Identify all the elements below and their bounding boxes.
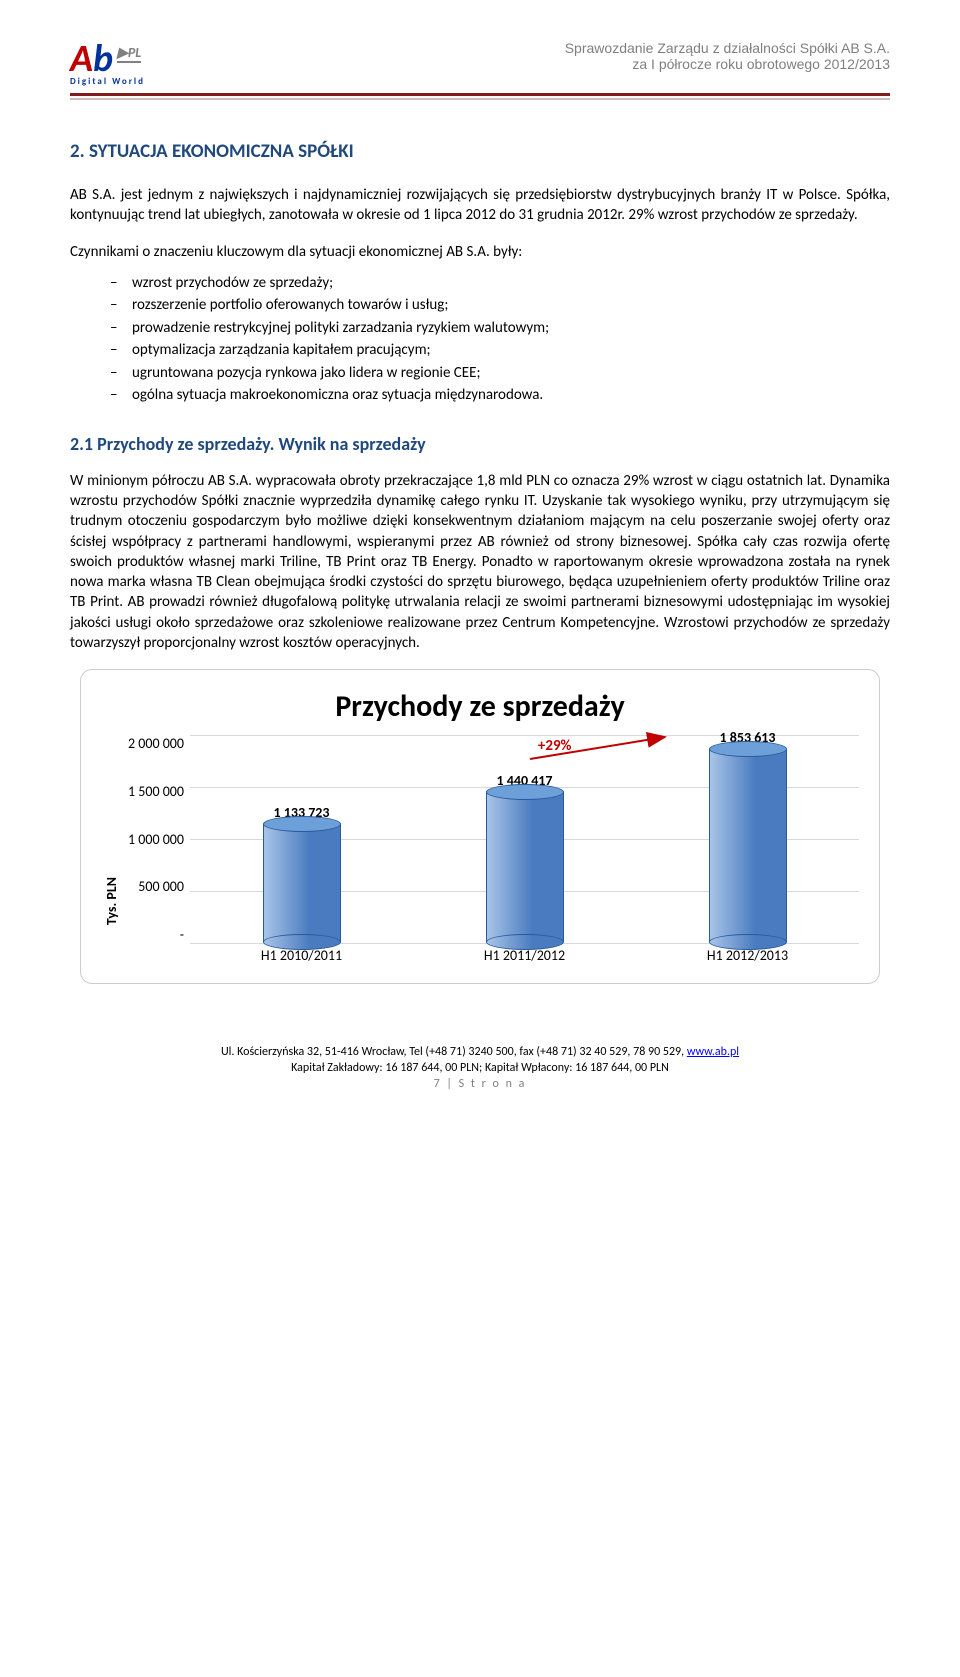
page-header: A b ▶PL Digital World Sprawozdanie Zarzą…	[70, 40, 890, 87]
header-title-line2: za I półrocze roku obrotowego 2012/2013	[565, 56, 890, 72]
chart-arrow-icon	[525, 729, 675, 769]
logo-letter-b: b	[93, 40, 113, 78]
bullet-item: optymalizacja zarządzania kapitałem prac…	[110, 339, 890, 362]
paragraph-1: AB S.A. jest jednym z największych i naj…	[70, 185, 890, 226]
paragraph-2-lead: Czynnikami o znaczeniu kluczowym dla syt…	[70, 242, 890, 262]
bullet-list: wzrost przychodów ze sprzedaży; rozszerz…	[110, 272, 890, 407]
y-tick: 1 000 000	[128, 831, 184, 848]
x-tick: H1 2010/2011	[218, 947, 385, 964]
y-tick: 2 000 000	[128, 735, 184, 752]
bullet-item: prowadzenie restrykcyjnej polityki zarza…	[110, 317, 890, 340]
logo-tagline: Digital World	[70, 76, 145, 87]
logo: A b ▶PL Digital World	[70, 40, 145, 87]
revenue-chart: Przychody ze sprzedaży Tys. PLN 2 000 00…	[80, 669, 880, 984]
logo-pl: ▶PL	[117, 44, 141, 63]
page-number: 7 | S t r o n a	[70, 1076, 890, 1092]
x-axis-labels: H1 2010/2011 H1 2011/2012 H1 2012/2013	[190, 947, 859, 964]
y-tick: -	[180, 926, 184, 943]
bar-cylinder	[486, 792, 564, 942]
header-rule-dark	[70, 93, 890, 96]
footer-line1: Ul. Kościerzyńska 32, 51-416 Wrocław, Te…	[70, 1044, 890, 1060]
bullet-item: ogólna sytuacja makroekonomiczna oraz sy…	[110, 384, 890, 407]
header-title-line1: Sprawozdanie Zarządu z działalności Spół…	[565, 40, 890, 56]
section-heading: 2. SYTUACJA EKONOMICZNA SPÓŁKI	[70, 140, 890, 163]
chart-plot: 1 133 7231 440 4171 853 613 H1 2010/2011…	[190, 735, 859, 965]
chart-title: Przychody ze sprzedaży	[101, 688, 859, 725]
x-tick: H1 2011/2012	[441, 947, 608, 964]
page-footer: Ul. Kościerzyńska 32, 51-416 Wrocław, Te…	[70, 1044, 890, 1093]
footer-address: Ul. Kościerzyńska 32, 51-416 Wrocław, Te…	[221, 1045, 687, 1059]
bar: 1 853 613	[664, 729, 831, 942]
footer-link[interactable]: www.ab.pl	[687, 1045, 739, 1059]
paragraph-3: W minionym półroczu AB S.A. wypracowała …	[70, 471, 890, 653]
y-tick: 1 500 000	[128, 783, 184, 800]
bullet-item: ugruntowana pozycja rynkowa jako lidera …	[110, 362, 890, 385]
y-axis-label: Tys. PLN	[101, 877, 122, 925]
bar-cylinder	[709, 749, 787, 942]
logo-letter-a: A	[70, 40, 93, 78]
bullet-item: rozszerzenie portfolio oferowanych towar…	[110, 294, 890, 317]
x-tick: H1 2012/2013	[664, 947, 831, 964]
bar: 1 133 723	[218, 804, 385, 942]
y-tick: 500 000	[138, 878, 184, 895]
footer-line2: Kapitał Zakładowy: 16 187 644, 00 PLN; K…	[70, 1060, 890, 1076]
header-rule-light	[70, 98, 890, 100]
header-title: Sprawozdanie Zarządu z działalności Spół…	[565, 40, 890, 72]
bullet-item: wzrost przychodów ze sprzedaży;	[110, 272, 890, 295]
sub-heading: 2.1 Przychody ze sprzedaży. Wynik na spr…	[70, 433, 890, 455]
y-axis-ticks: 2 000 000 1 500 000 1 000 000 500 000 -	[122, 735, 190, 965]
bar: 1 440 417	[441, 772, 608, 942]
bar-cylinder	[263, 824, 341, 942]
